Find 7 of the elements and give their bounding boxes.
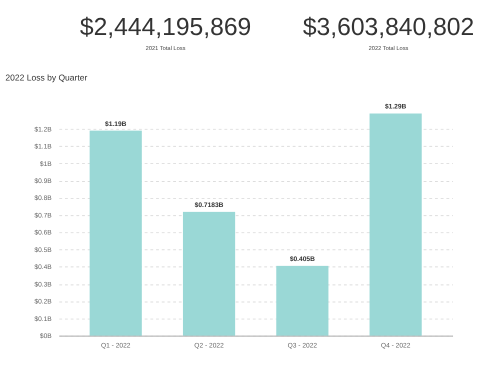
bar	[90, 130, 142, 336]
bar	[276, 266, 328, 336]
text: $2,444,195,869	[80, 14, 252, 41]
bar	[182, 212, 236, 336]
text: $3,603,840,802	[302, 14, 474, 41]
bar	[370, 113, 422, 336]
chart-title: 2022 Loss by Quarter	[5, 72, 88, 82]
